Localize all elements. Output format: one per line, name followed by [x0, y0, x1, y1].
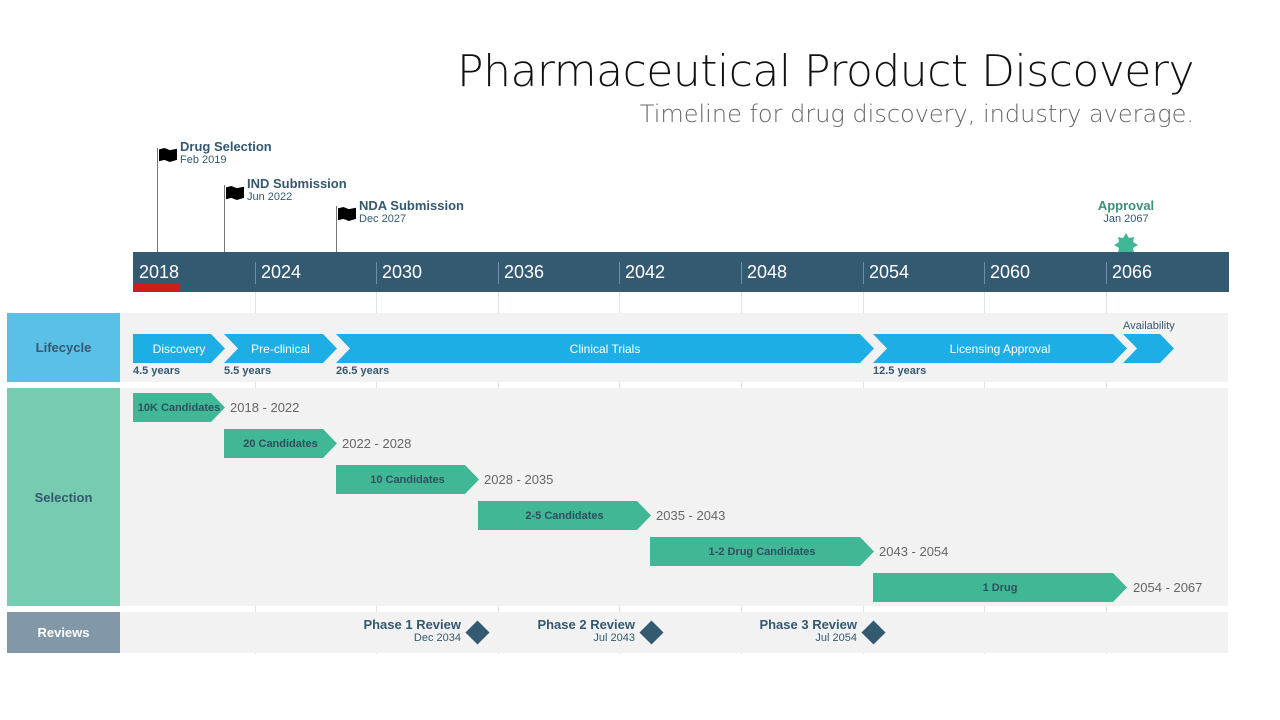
review-title: Phase 2 Review — [537, 617, 635, 632]
axis-year: 2066 — [1112, 262, 1153, 282]
selection-range: 2054 - 2067 — [1133, 580, 1203, 595]
milestone-title: Approval — [1097, 198, 1155, 213]
selection-range: 2018 - 2022 — [230, 400, 300, 415]
milestone-title: NDA Submission — [359, 198, 464, 213]
axis-year: 2048 — [747, 262, 788, 282]
review-title: Phase 1 Review — [363, 617, 461, 632]
lifecycle-licensing-approval: Licensing Approval — [873, 334, 1127, 363]
duration-label: 5.5 years — [224, 365, 272, 377]
milestone-nda-submission: NDA Submission Dec 2027 — [359, 198, 464, 225]
axis-year: 2042 — [625, 262, 666, 282]
selection-bar: 1 Drug — [873, 573, 1127, 602]
lifecycle-clinical-trials: Clinical Trials — [336, 334, 874, 363]
review-date: Jul 2054 — [815, 632, 857, 644]
review-phase-1: Phase 1 Review Dec 2034 — [363, 617, 461, 644]
row-label-reviews: Reviews — [7, 612, 120, 653]
selection-range: 2035 - 2043 — [656, 508, 726, 523]
selection-band — [120, 388, 1228, 606]
milestone-date: Jun 2022 — [247, 191, 293, 203]
selection-range: 2028 - 2035 — [484, 472, 554, 487]
lifecycle-preclinical: Pre-clinical — [224, 334, 337, 363]
milestone-date: Dec 2027 — [359, 213, 407, 225]
selection-range: 2022 - 2028 — [342, 436, 412, 451]
milestone-pole — [224, 185, 225, 252]
selection-range: 2043 - 2054 — [879, 544, 949, 559]
lifecycle-discovery: Discovery — [133, 334, 225, 363]
today-marker — [133, 284, 180, 291]
flag-icon — [226, 186, 244, 200]
selection-bar: 1-2 Drug Candidates — [650, 537, 874, 566]
review-phase-3: Phase 3 Review Jul 2054 — [759, 617, 857, 644]
axis-year: 2018 — [139, 262, 180, 282]
row-label-lifecycle: Lifecycle — [7, 313, 120, 382]
row-label-selection: Selection — [7, 388, 120, 606]
timeline-axis: 2018 2024 2030 2036 2042 2048 2054 2060 … — [133, 252, 1229, 292]
duration-label: 4.5 years — [133, 365, 181, 377]
flag-icon — [338, 207, 356, 221]
selection-bar: 10K Candidates — [133, 393, 225, 422]
milestone-title: IND Submission — [247, 176, 347, 191]
milestone-pole — [336, 206, 337, 252]
selection-bar: 2-5 Candidates — [478, 501, 651, 530]
axis-year: 2054 — [869, 262, 910, 282]
axis-year: 2036 — [504, 262, 545, 282]
selection-bar: 20 Candidates — [224, 429, 337, 458]
selection-bar: 10 Candidates — [336, 465, 479, 494]
duration-label: 12.5 years — [873, 365, 927, 377]
milestone-drug-selection: Drug Selection Feb 2019 — [180, 139, 272, 166]
milestone-title: Drug Selection — [180, 139, 272, 154]
review-title: Phase 3 Review — [759, 617, 857, 632]
milestone-date: Feb 2019 — [180, 154, 227, 166]
review-date: Jul 2043 — [593, 632, 635, 644]
flag-icon — [159, 148, 177, 162]
review-phase-2: Phase 2 Review Jul 2043 — [537, 617, 635, 644]
star-burst-icon — [1114, 233, 1138, 257]
axis-year: 2060 — [990, 262, 1031, 282]
axis-year: 2024 — [261, 262, 302, 282]
review-date: Dec 2034 — [413, 632, 461, 644]
reviews-band — [120, 612, 1228, 653]
duration-label: 26.5 years — [336, 365, 390, 377]
milestone-approval: Approval Jan 2067 — [1076, 198, 1176, 225]
axis-year: 2030 — [382, 262, 423, 282]
milestone-ind-submission: IND Submission Jun 2022 — [247, 176, 347, 203]
availability-label: Availability — [1123, 320, 1175, 332]
milestone-date: Jan 2067 — [1103, 213, 1149, 225]
milestone-pole — [157, 148, 158, 252]
page-subtitle: Timeline for drug discovery, industry av… — [639, 100, 1194, 128]
page-title: Pharmaceutical Product Discovery — [457, 46, 1194, 97]
